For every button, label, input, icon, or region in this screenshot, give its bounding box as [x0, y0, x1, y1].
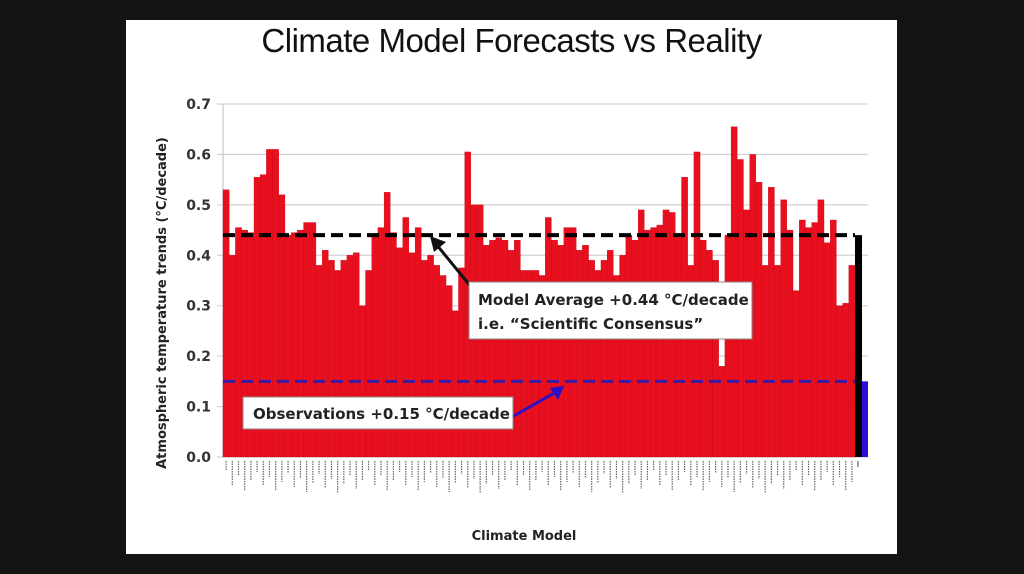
- model-bar: [235, 227, 242, 458]
- model-bar: [805, 227, 812, 458]
- model-bar: [799, 219, 806, 458]
- observations-bar: [862, 381, 868, 457]
- model-bar: [675, 234, 682, 458]
- observations-callout-box: [242, 396, 514, 430]
- model-bar: [817, 199, 825, 458]
- model-bar: [780, 199, 787, 458]
- y-tick-label: 0.0: [186, 450, 211, 466]
- model-bar: [718, 366, 726, 458]
- model-bar: [439, 275, 447, 458]
- y-axis-label: Atmospheric temperature trends (°C/decad…: [155, 137, 170, 469]
- model-bar: [514, 240, 521, 458]
- model-bar: [563, 227, 571, 458]
- model-bar: [699, 240, 707, 458]
- model-average-arrow: [434, 243, 474, 289]
- model-bar: [712, 260, 719, 458]
- model-bar: [569, 227, 577, 458]
- model-bar: [774, 265, 781, 458]
- model-bar: [811, 222, 818, 458]
- model-bar: [650, 227, 657, 458]
- model-bar: [582, 245, 589, 458]
- arrowhead-icon: [550, 386, 564, 400]
- model-average-annotation: Model Average +0.44 °C/decade i.e. “Scie…: [430, 236, 753, 340]
- model-bar: [761, 265, 769, 458]
- model-bar: [792, 290, 800, 458]
- y-tick-label: 0.3: [186, 299, 211, 315]
- y-tick-label: 0.7: [186, 97, 211, 113]
- model-bar: [607, 250, 614, 458]
- reference-lines: [223, 233, 855, 383]
- model-average-bar: [855, 235, 862, 457]
- y-tick-label: 0.6: [186, 147, 211, 163]
- model-bar: [786, 229, 794, 458]
- model-bar: [625, 234, 633, 458]
- model-bar: [823, 242, 831, 458]
- chart-title: Climate Model Forecasts vs Reality: [261, 22, 762, 59]
- model-bar: [551, 240, 558, 458]
- x-axis-label: Climate Model: [472, 529, 577, 544]
- model-bar: [644, 229, 651, 458]
- model-bars: [222, 126, 868, 458]
- model-bar: [656, 224, 664, 458]
- model-bar: [724, 234, 732, 458]
- model-bar: [445, 285, 453, 458]
- model-bar: [452, 310, 459, 458]
- model-average-callout-line2: i.e. “Scientific Consensus”: [478, 315, 703, 333]
- y-tick-labels: 0.0 0.1 0.2 0.3 0.4 0.5 0.6 0.7: [186, 97, 211, 466]
- model-average-callout-box: [468, 281, 753, 340]
- observations-callout-text: Observations +0.15 °C/decade: [253, 405, 510, 423]
- model-bar: [222, 189, 230, 458]
- chart-panel: Climate Model Forecasts vs Reality 0.0 0.…: [126, 20, 897, 554]
- bar-chart: 0.0 0.1 0.2 0.3 0.4 0.5 0.6 0.7 Atmospheric tem…: [155, 97, 868, 544]
- model-bar: [768, 187, 775, 458]
- model-bar: [830, 219, 837, 458]
- observations-annotation: Observations +0.15 °C/decade: [242, 386, 564, 430]
- arrowhead-icon: [430, 236, 446, 252]
- model-bar: [848, 265, 856, 458]
- model-bar: [706, 250, 713, 458]
- model-average-callout-line1: Model Average +0.44 °C/decade: [478, 291, 749, 309]
- model-bar: [229, 255, 236, 458]
- y-tick-label: 0.5: [186, 198, 211, 214]
- model-bar: [755, 182, 763, 458]
- y-tick-label: 0.2: [186, 349, 211, 365]
- model-bar: [557, 245, 564, 458]
- x-tick-labels: [225, 461, 859, 493]
- y-tick-label: 0.1: [186, 400, 211, 416]
- model-bar: [576, 250, 583, 458]
- model-bar: [631, 240, 639, 458]
- observations-arrow: [511, 390, 557, 419]
- y-tick-label: 0.4: [186, 248, 211, 264]
